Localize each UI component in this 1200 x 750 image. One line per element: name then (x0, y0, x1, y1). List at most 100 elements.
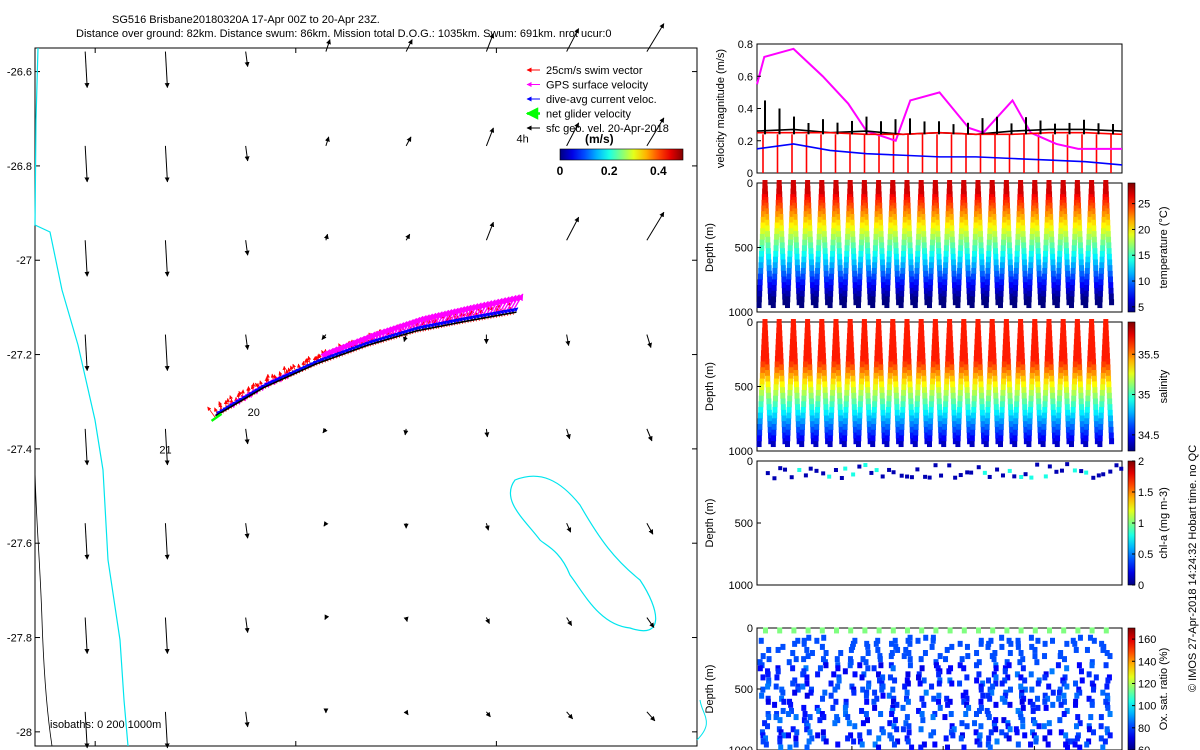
temperature-sample (874, 222, 880, 229)
salinity-sample (971, 395, 977, 402)
oxygen-sample (760, 674, 766, 681)
oxygen-sample (985, 643, 991, 650)
temperature-sample (1058, 233, 1064, 240)
oxygen-sample (1030, 701, 1036, 708)
salinity-sample (984, 418, 990, 425)
salinity-sample (969, 441, 975, 448)
temperature-sample (1072, 239, 1078, 246)
salinity-sample (979, 404, 985, 411)
temperature-sample (988, 211, 994, 218)
salinity-sample (843, 412, 849, 419)
oxygen-sample (935, 665, 941, 672)
temperature-sample (986, 245, 992, 252)
salinity-sample (1085, 401, 1091, 408)
salinity-sample (1048, 358, 1054, 365)
salinity-sample (1086, 372, 1092, 379)
temperature-sample (1084, 279, 1090, 286)
temperature-sample (920, 219, 926, 226)
temperature-sample (1021, 259, 1027, 266)
salinity-sample (1008, 421, 1014, 428)
temperature-sample (844, 250, 850, 257)
temperature-sample (775, 205, 781, 212)
salinity-sample (825, 438, 831, 445)
salinity-sample (1080, 426, 1086, 433)
salinity-sample (1042, 395, 1048, 402)
salinity-sample (1040, 441, 1046, 448)
salinity-sample (852, 421, 858, 428)
temperature-sample (984, 285, 990, 292)
temperature-sample (1002, 216, 1008, 223)
salinity-sample (780, 398, 786, 405)
temperature-sample (895, 287, 901, 294)
oxygen-sample (929, 683, 935, 690)
chl-sample (1035, 462, 1040, 467)
salinity-sample (828, 424, 834, 431)
temperature-sample (920, 225, 926, 232)
oxygen-sample (993, 701, 999, 708)
temperature-sample (1030, 216, 1036, 223)
salinity-sample (824, 426, 830, 433)
salinity-sample (794, 387, 800, 394)
temperature-sample (1086, 239, 1092, 246)
oxygen-sample (1020, 723, 1026, 730)
temperature-sample (1055, 296, 1061, 303)
salinity-sample (1056, 395, 1062, 402)
oxygen-sample (891, 695, 897, 702)
temperature-sample (1076, 219, 1082, 226)
temperature-sample (764, 214, 770, 221)
sfc-velocity-arrow (646, 117, 665, 147)
temperature-sample (1000, 256, 1006, 263)
salinity-sample (786, 406, 792, 413)
oxygen-sample (781, 732, 787, 739)
oxygen-sample (1078, 668, 1084, 675)
temperature-sample (915, 239, 921, 246)
temperature-sample (878, 219, 884, 226)
salinity-sample (951, 415, 957, 422)
salinity-sample (765, 381, 771, 388)
salinity-sample (1008, 404, 1014, 411)
salinity-sample (808, 387, 814, 394)
temperature-sample (859, 222, 865, 229)
salinity-sample (829, 395, 835, 402)
sfc-velocity-arrow (484, 523, 490, 531)
legend-entry: 25cm/s swim vector (546, 65, 643, 77)
oxygen-sample (880, 729, 886, 736)
chl-sample (833, 467, 838, 472)
oxygen-sample (1086, 695, 1092, 702)
salinity-sample (943, 384, 949, 391)
temperature-sample (1012, 290, 1018, 297)
temperature-sample (957, 256, 963, 263)
oxygen-sample (1018, 674, 1024, 681)
salinity-sample (916, 361, 922, 368)
oxygen-sample (859, 707, 865, 714)
oxygen-sample (990, 627, 996, 634)
temperature-sample (978, 248, 984, 255)
oxygen-sample (943, 735, 949, 742)
oxygen-sample (991, 671, 997, 678)
chl-sample (1084, 470, 1089, 475)
sfc-velocity-arrow (164, 51, 170, 89)
temperature-sample (767, 287, 773, 294)
oxygen-sample (1029, 686, 1035, 693)
oxygen-sample (887, 720, 893, 727)
reef-outline (509, 475, 657, 632)
temperature-sample (984, 279, 990, 286)
temperature-sample (984, 290, 990, 297)
sfc-velocity-arrow (646, 334, 652, 349)
salinity-sample (1094, 426, 1100, 433)
temperature-sample (877, 208, 883, 215)
oxygen-sample (790, 726, 796, 733)
temperature-sample (1028, 267, 1034, 274)
temperature-sample (881, 282, 887, 289)
coastline (34, 47, 129, 747)
salinity-sample (850, 370, 856, 377)
sfc-velocity-arrow (164, 428, 170, 466)
temperature-sample (781, 287, 787, 294)
oxygen-sample (978, 704, 984, 711)
oxygen-sample (1022, 677, 1028, 684)
oxygen-sample (974, 738, 980, 745)
salinity-sample (765, 375, 771, 382)
oxygen-sample (989, 653, 995, 660)
salinity-sample (950, 381, 956, 388)
